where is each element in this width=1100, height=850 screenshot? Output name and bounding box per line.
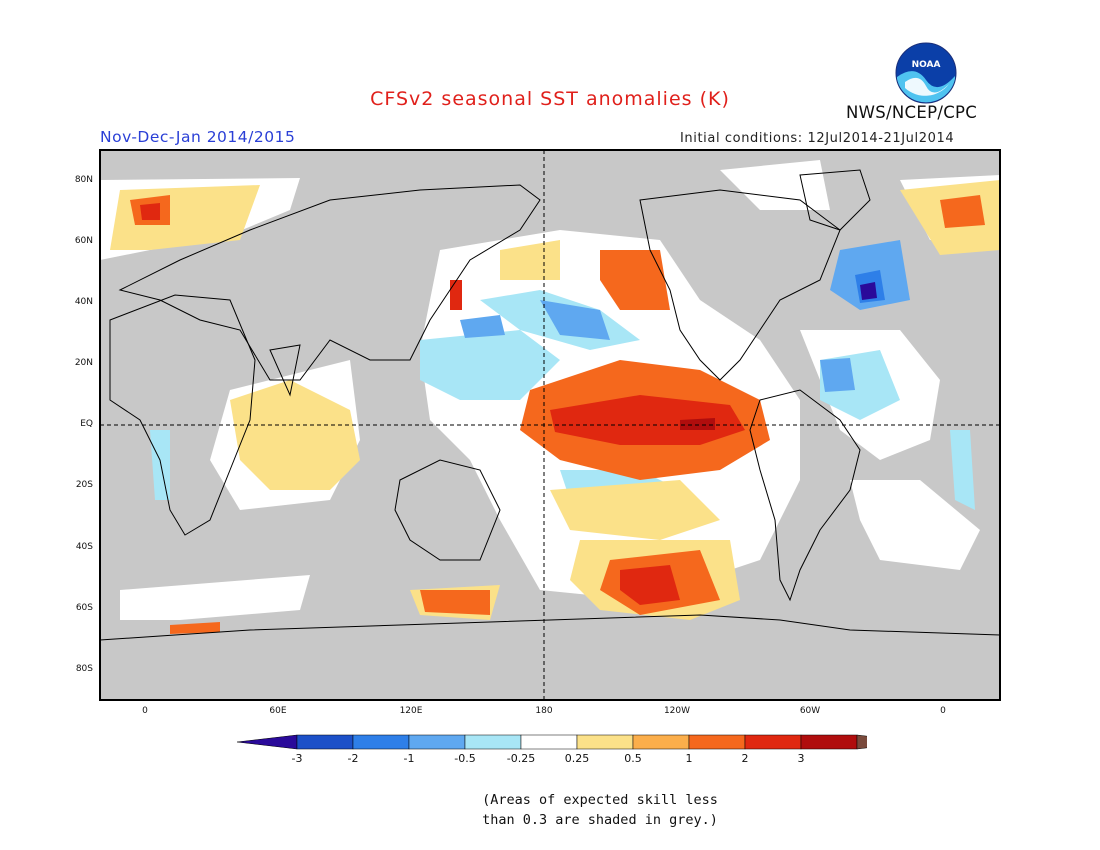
strong-positive-anomaly-areas bbox=[140, 203, 745, 605]
colorbar-min-triangle bbox=[237, 734, 298, 750]
negative-anomaly-areas bbox=[460, 240, 910, 392]
lat-label: 40N bbox=[74, 297, 93, 307]
colorbar-label: -3 bbox=[291, 752, 303, 765]
colorbar-swatch bbox=[520, 734, 578, 750]
colorbar-label: 2 bbox=[741, 752, 749, 765]
colorbar-label: 3 bbox=[797, 752, 805, 765]
lon-label: 120E bbox=[399, 706, 423, 716]
colorbar-swatch bbox=[464, 734, 522, 750]
map-frame bbox=[99, 149, 1001, 701]
lon-label: 180 bbox=[535, 706, 553, 716]
colorbar-label: -2 bbox=[347, 752, 359, 765]
lat-label: 20S bbox=[75, 480, 93, 490]
colorbar-max-triangle bbox=[856, 734, 867, 750]
colorbar-label: 0.5 bbox=[624, 752, 642, 765]
colorbar-swatch bbox=[632, 734, 690, 750]
colorbar bbox=[237, 734, 867, 750]
colorbar-swatch bbox=[800, 734, 858, 750]
lon-label: 60E bbox=[269, 706, 287, 716]
colorbar-swatch bbox=[408, 734, 466, 750]
colorbar-label: 0.25 bbox=[564, 752, 590, 765]
colorbar-label: -0.5 bbox=[454, 752, 476, 765]
colorbar-label: -1 bbox=[403, 752, 415, 765]
lat-label: 20N bbox=[74, 358, 93, 368]
initial-conditions: Initial conditions: 12Jul2014-21Jul2014 bbox=[680, 131, 955, 146]
lat-label: 40S bbox=[75, 542, 93, 552]
lat-label: EQ bbox=[80, 419, 93, 429]
colorbar-label: -0.25 bbox=[506, 752, 536, 765]
coastlines bbox=[100, 169, 1000, 641]
lon-label: 120W bbox=[663, 706, 691, 716]
lon-label: 60W bbox=[799, 706, 821, 716]
noaa-logo: NOAA bbox=[895, 42, 957, 104]
very-strong-negative-area bbox=[860, 282, 877, 300]
lon-label: 0 bbox=[940, 706, 946, 716]
skill-note-line2: than 0.3 are shaded in grey.) bbox=[482, 812, 718, 828]
colorbar-swatch bbox=[352, 734, 410, 750]
agency-label: NWS/NCEP/CPC bbox=[846, 103, 978, 122]
forecast-period: Nov-Dec-Jan 2014/2015 bbox=[100, 128, 296, 146]
colorbar-swatch bbox=[744, 734, 802, 750]
very-strong-positive-area bbox=[680, 418, 715, 430]
svg-text:NOAA: NOAA bbox=[912, 60, 941, 70]
lat-label: 80N bbox=[74, 175, 93, 185]
map-title: CFSv2 seasonal SST anomalies (K) bbox=[370, 88, 730, 110]
colorbar-swatch bbox=[688, 734, 746, 750]
colorbar-swatch bbox=[576, 734, 634, 750]
skill-note-line1: (Areas of expected skill less bbox=[482, 792, 718, 808]
lon-label: 0 bbox=[142, 706, 148, 716]
lat-label: 80S bbox=[75, 664, 93, 674]
colorbar-label: 1 bbox=[685, 752, 693, 765]
lat-label: 60N bbox=[74, 236, 93, 246]
lat-label: 60S bbox=[75, 603, 93, 613]
colorbar-swatch bbox=[296, 734, 354, 750]
